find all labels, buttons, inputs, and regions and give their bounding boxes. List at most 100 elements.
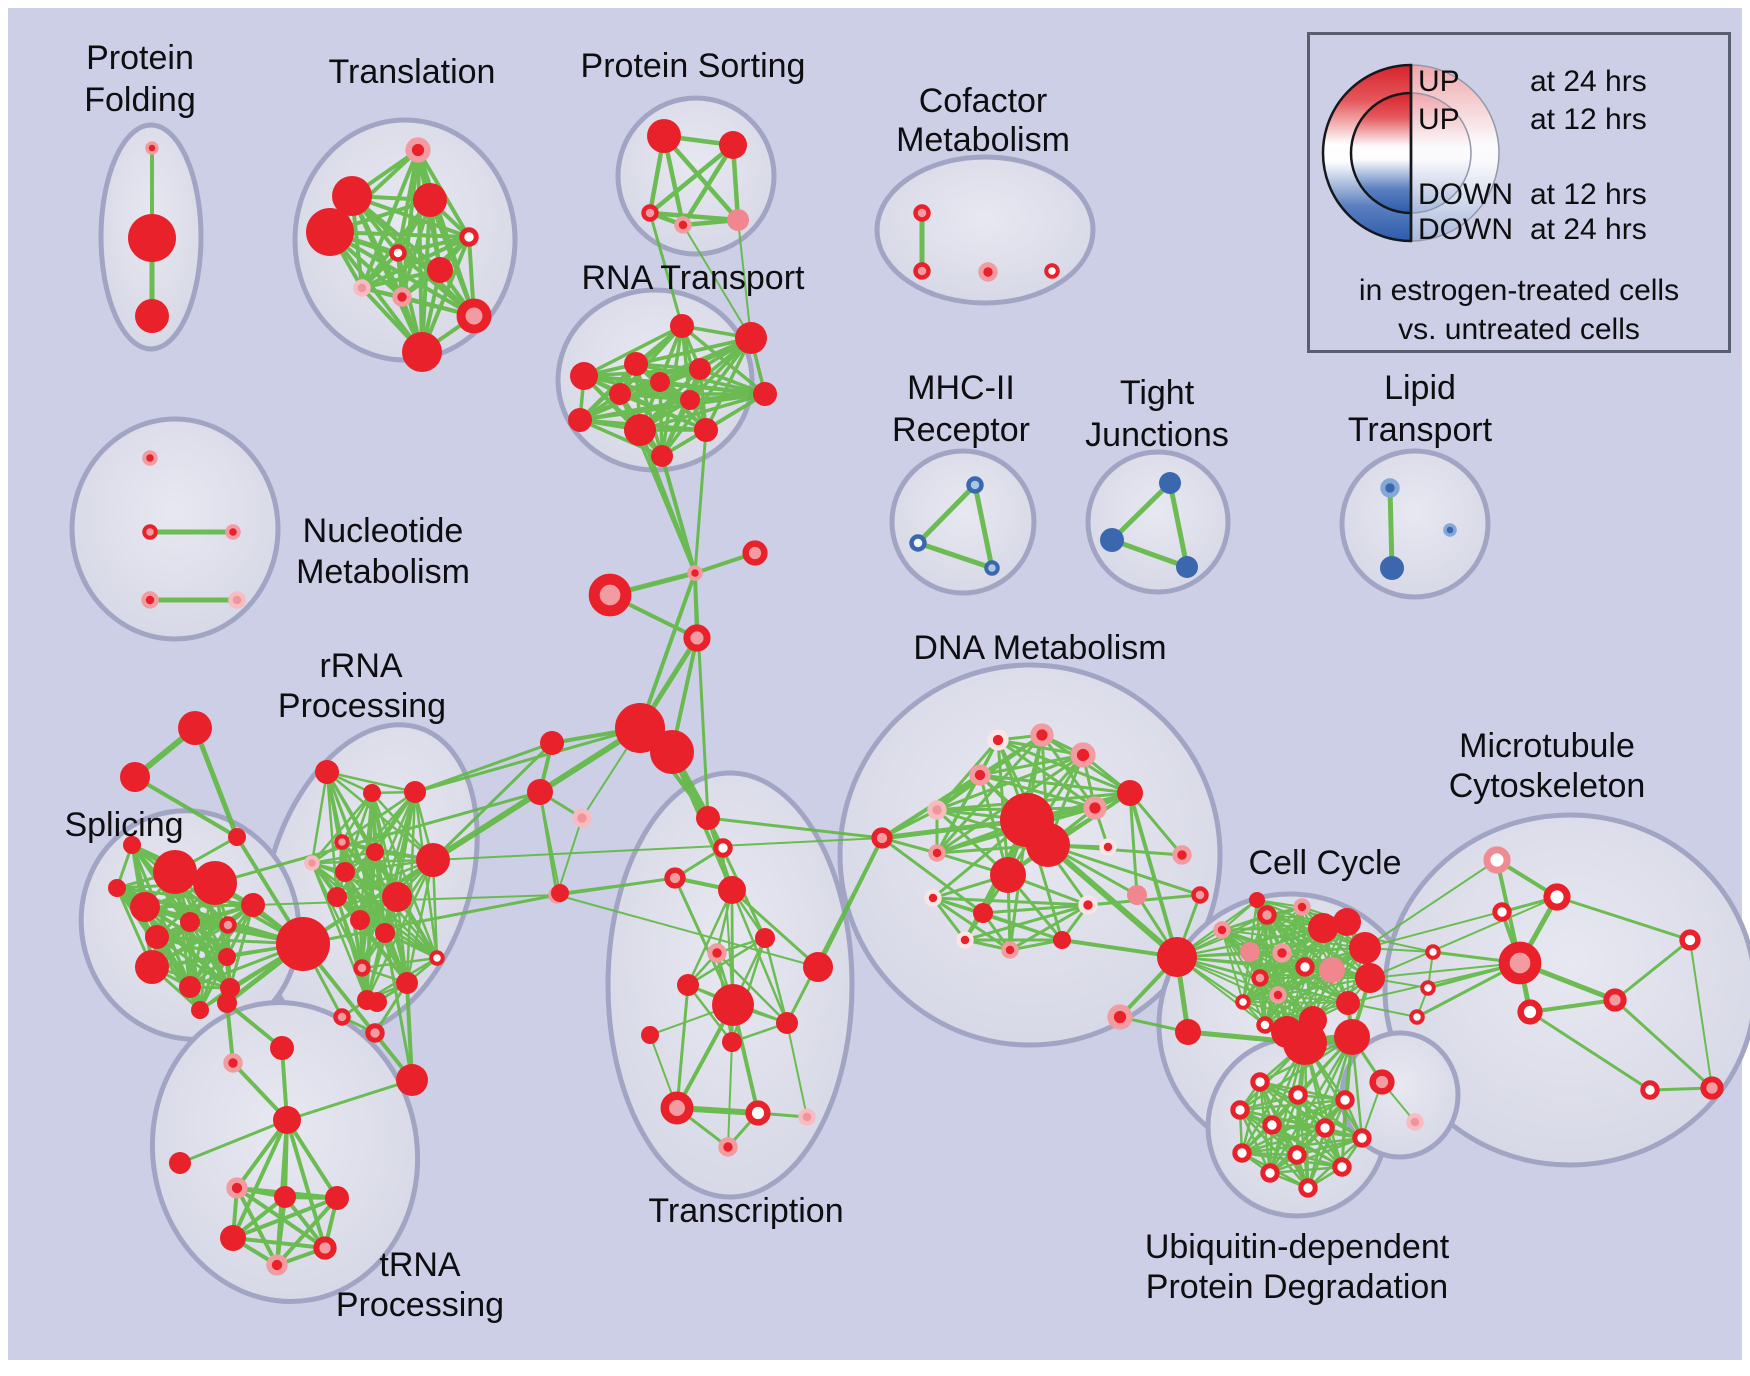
graph-node	[615, 703, 665, 753]
graph-node	[1406, 1113, 1424, 1131]
graph-node	[1443, 523, 1457, 537]
graph-node	[718, 1137, 738, 1157]
legend-down-12-label: DOWN	[1418, 178, 1513, 211]
graph-node	[1235, 994, 1251, 1010]
graph-node	[647, 119, 681, 153]
graph-node	[956, 931, 974, 949]
graph-node	[624, 352, 648, 376]
graph-node	[456, 298, 492, 334]
legend-box: UP at 24 hrs UP at 12 hrs DOWN at 12 hrs…	[1307, 32, 1731, 353]
legend-up-24-label: UP	[1418, 65, 1460, 98]
graph-node	[219, 916, 237, 934]
graph-node	[135, 950, 169, 984]
graph-node	[266, 1254, 288, 1276]
graph-node	[966, 476, 984, 494]
graph-node	[353, 279, 371, 297]
graph-node	[1078, 895, 1098, 915]
graph-node	[1283, 1021, 1327, 1065]
graph-node	[1679, 929, 1701, 951]
graph-node	[327, 887, 347, 907]
graph-node	[335, 862, 355, 882]
graph-node	[1380, 556, 1404, 580]
graph-node	[226, 1177, 248, 1199]
graph-node	[220, 1225, 246, 1251]
graph-node	[193, 861, 237, 905]
graph-node	[367, 992, 387, 1012]
graph-node	[427, 257, 453, 283]
graph-node	[683, 624, 711, 652]
graph-node	[568, 408, 592, 432]
graph-node	[332, 176, 372, 216]
graph-node	[1336, 991, 1360, 1015]
graph-node	[984, 560, 1000, 576]
graph-node	[927, 800, 947, 820]
graph-node	[1260, 1163, 1280, 1183]
graph-node	[392, 287, 412, 307]
graph-node	[375, 923, 395, 943]
graph-node	[1159, 472, 1181, 494]
graph-node	[128, 214, 176, 262]
graph-node	[1213, 921, 1231, 939]
graph-node	[145, 141, 159, 155]
graph-node	[225, 524, 241, 540]
graph-node	[660, 1091, 694, 1125]
graph-node	[1409, 1009, 1425, 1025]
graph-node	[141, 591, 159, 609]
legend-inner-right-half	[1410, 92, 1472, 214]
graph-node	[179, 976, 201, 998]
graph-node	[680, 390, 700, 410]
nodes-layer	[108, 119, 1724, 1276]
graph-node	[241, 893, 265, 917]
legend-up-24-time: at 24 hrs	[1530, 65, 1647, 98]
graph-node	[1053, 931, 1071, 949]
graph-node	[273, 1106, 301, 1134]
graph-node	[1517, 999, 1543, 1025]
graph-node	[1334, 1019, 1370, 1055]
graph-node	[217, 993, 237, 1013]
graph-node	[402, 332, 442, 372]
graph-node	[1483, 846, 1511, 874]
graph-node	[228, 828, 246, 846]
graph-node	[641, 204, 659, 222]
graph-node	[1333, 908, 1361, 936]
graph-node	[722, 1032, 742, 1052]
cluster-shape-nucleotide-metabolism	[69, 416, 281, 642]
graph-node	[333, 1008, 351, 1026]
graph-node	[696, 806, 720, 830]
graph-node	[1420, 980, 1436, 996]
graph-node	[755, 928, 775, 948]
graph-node	[1492, 902, 1512, 922]
graph-node	[735, 322, 767, 354]
graph-node	[276, 917, 330, 971]
graph-node	[978, 262, 998, 282]
graph-node	[651, 445, 673, 467]
graph-node	[304, 855, 320, 871]
graph-node	[913, 262, 931, 280]
graph-node	[1269, 986, 1287, 1004]
graph-node	[727, 209, 749, 231]
graph-node	[315, 760, 339, 784]
legend-down-12-time: at 12 hrs	[1530, 178, 1647, 211]
graph-node	[1256, 1016, 1274, 1034]
graph-node	[572, 808, 592, 828]
graph-node	[677, 974, 699, 996]
cluster-shape-lipid-transport	[1339, 448, 1491, 600]
graph-node	[776, 1012, 798, 1034]
graph-node	[396, 1064, 428, 1096]
graph-node	[753, 382, 777, 406]
graph-node	[570, 362, 598, 390]
graph-node	[223, 1053, 243, 1073]
graph-node	[350, 910, 370, 930]
graph-node	[178, 711, 212, 745]
graph-node	[551, 884, 569, 902]
graph-node	[909, 534, 927, 552]
graph-node	[1232, 1143, 1252, 1163]
graph-node	[1262, 1115, 1282, 1135]
graph-node	[1319, 957, 1345, 983]
graph-node	[142, 524, 158, 540]
graph-node	[353, 959, 371, 977]
graph-node	[1640, 1080, 1660, 1100]
graph-node	[1288, 1085, 1308, 1105]
